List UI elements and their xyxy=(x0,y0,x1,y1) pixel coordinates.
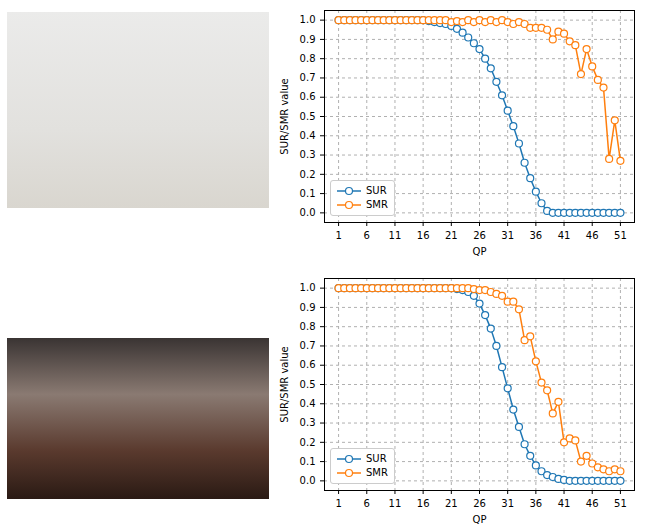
svg-text:0.2: 0.2 xyxy=(300,437,316,448)
svg-text:1: 1 xyxy=(335,230,341,241)
html-text:SMR: SMR xyxy=(366,199,388,210)
svg-text:QP: QP xyxy=(473,246,487,257)
svg-text:0.8: 0.8 xyxy=(300,53,316,64)
svg-text:46: 46 xyxy=(586,230,599,241)
svg-text:0.7: 0.7 xyxy=(300,72,316,83)
svg-text:6: 6 xyxy=(364,230,370,241)
html-text:SMR: SMR xyxy=(366,467,388,478)
svg-text:0.3: 0.3 xyxy=(300,149,316,160)
svg-text:31: 31 xyxy=(501,498,514,509)
svg-text:16: 16 xyxy=(417,230,430,241)
svg-text:46: 46 xyxy=(586,498,599,509)
svg-text:21: 21 xyxy=(445,498,458,509)
svg-text:SUR/SMR value: SUR/SMR value xyxy=(279,346,290,422)
svg-text:0.1: 0.1 xyxy=(300,456,316,467)
svg-text:0.0: 0.0 xyxy=(300,207,316,218)
html-text:SUR: SUR xyxy=(366,453,387,464)
svg-text:SUR/SMR value: SUR/SMR value xyxy=(279,78,290,154)
svg-text:26: 26 xyxy=(473,498,486,509)
svg-text:QP: QP xyxy=(473,514,487,525)
svg-text:0.6: 0.6 xyxy=(300,359,316,370)
svg-text:0.2: 0.2 xyxy=(300,169,316,180)
svg-text:0.7: 0.7 xyxy=(300,340,316,351)
svg-text:0.6: 0.6 xyxy=(300,91,316,102)
svg-text:0.9: 0.9 xyxy=(300,34,316,45)
svg-text:0.5: 0.5 xyxy=(300,379,316,390)
svg-text:0.3: 0.3 xyxy=(300,417,316,428)
svg-text:41: 41 xyxy=(558,230,571,241)
svg-text:11: 11 xyxy=(389,230,402,241)
svg-text:31: 31 xyxy=(501,230,514,241)
svg-text:51: 51 xyxy=(614,230,627,241)
svg-text:0.0: 0.0 xyxy=(300,475,316,486)
svg-text:0.5: 0.5 xyxy=(300,111,316,122)
svg-text:0.1: 0.1 xyxy=(300,188,316,199)
svg-text:26: 26 xyxy=(473,230,486,241)
svg-text:0.8: 0.8 xyxy=(300,321,316,332)
svg-text:41: 41 xyxy=(558,498,571,509)
svg-text:51: 51 xyxy=(614,498,627,509)
svg-text:36: 36 xyxy=(529,230,542,241)
svg-text:16: 16 xyxy=(417,498,430,509)
svg-text:1.0: 1.0 xyxy=(300,14,316,25)
svg-text:0.4: 0.4 xyxy=(300,130,316,141)
svg-text:1.0: 1.0 xyxy=(300,282,316,293)
svg-text:36: 36 xyxy=(529,498,542,509)
svg-text:0.9: 0.9 xyxy=(300,302,316,313)
svg-text:1: 1 xyxy=(335,498,341,509)
svg-text:11: 11 xyxy=(389,498,402,509)
html-text:SUR: SUR xyxy=(366,185,387,196)
svg-text:6: 6 xyxy=(364,498,370,509)
svg-text:21: 21 xyxy=(445,230,458,241)
svg-text:0.4: 0.4 xyxy=(300,398,316,409)
